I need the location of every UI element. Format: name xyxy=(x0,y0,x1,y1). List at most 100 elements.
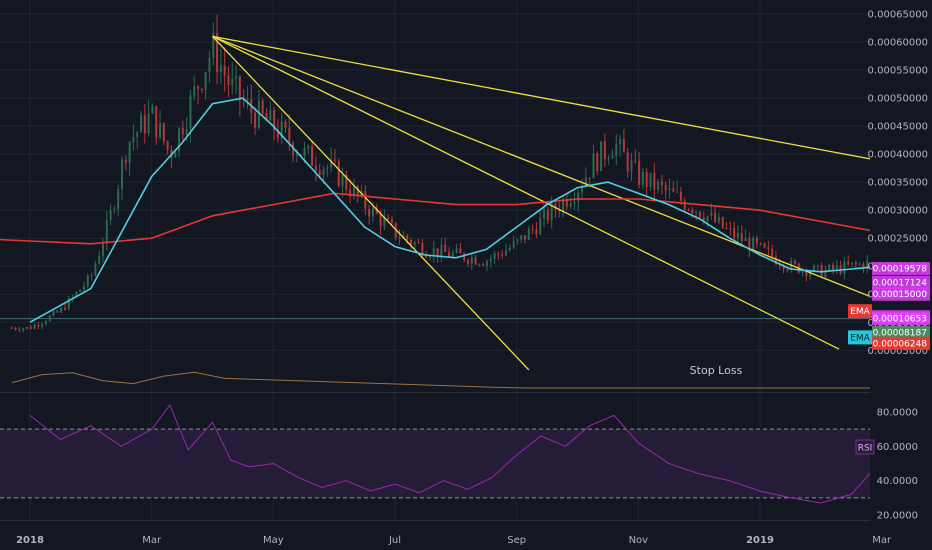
candle-body xyxy=(82,285,85,290)
candle-body xyxy=(702,217,705,222)
candle-body xyxy=(478,264,481,266)
candle-body xyxy=(390,219,393,223)
candle-body xyxy=(33,324,36,330)
candle-body xyxy=(645,171,648,188)
candle-body xyxy=(835,265,838,270)
candle-body xyxy=(847,261,850,265)
candle-body xyxy=(227,75,230,85)
candle-body xyxy=(124,159,127,163)
candle-body xyxy=(603,141,606,159)
candle-body xyxy=(14,327,17,330)
candle-body xyxy=(387,218,390,220)
rsi-tag xyxy=(855,439,875,455)
indicator-tag-1 xyxy=(848,330,872,345)
candle-body xyxy=(151,106,154,114)
trendline-3[interactable] xyxy=(212,35,840,350)
candle-body xyxy=(805,269,808,276)
candle-body xyxy=(698,211,701,218)
candle-body xyxy=(565,199,568,207)
time-tick-label: Nov xyxy=(629,535,649,546)
candle-body xyxy=(428,256,431,258)
price-tag-label: 0.00015000 xyxy=(873,290,928,300)
candle-body xyxy=(174,151,177,158)
time-tick-label: May xyxy=(263,535,284,546)
candle-body xyxy=(413,242,416,245)
candle-body xyxy=(178,128,181,152)
candle-body xyxy=(562,199,565,212)
candle-body xyxy=(801,269,804,273)
price-tick-label: 0.00060000 xyxy=(868,38,928,49)
candle-body xyxy=(307,145,310,149)
candle-body xyxy=(345,174,348,190)
candle-body xyxy=(588,177,591,179)
candle-body xyxy=(128,141,131,163)
rsi-axis[interactable]: 20.0000 40.0000 60.0000 80.0000 RSI xyxy=(855,408,918,522)
candle-body xyxy=(653,172,656,190)
candle-body xyxy=(611,155,614,159)
trendline-4[interactable] xyxy=(212,35,530,371)
candle-body xyxy=(535,229,538,235)
candle-body xyxy=(482,264,485,266)
candle-body xyxy=(501,254,504,256)
candle-body xyxy=(212,33,215,58)
candle-body xyxy=(695,211,698,214)
candle-body xyxy=(204,72,207,90)
trendline-2[interactable] xyxy=(212,35,932,355)
candle-body xyxy=(866,260,869,269)
candle-body xyxy=(288,127,291,144)
price-tick-label: 0.00040000 xyxy=(868,150,928,161)
rsi-panel xyxy=(29,404,932,504)
candle-body xyxy=(706,216,709,222)
candle-body xyxy=(223,65,226,76)
candle-body xyxy=(539,218,542,235)
time-axis[interactable]: 2018MarMayJulSepNov2019MarMayJul xyxy=(0,520,932,547)
candle-body xyxy=(660,181,663,185)
price-tick-label: 0.00035000 xyxy=(868,178,928,189)
candle-body xyxy=(71,296,74,299)
rsi-tick-label: 60.0000 xyxy=(877,442,918,453)
candle-body xyxy=(596,153,599,172)
candle-body xyxy=(121,159,124,189)
candle-body xyxy=(269,109,272,121)
candle-body xyxy=(744,238,747,242)
rsi-band xyxy=(0,428,870,499)
candle-body xyxy=(337,160,340,187)
candle-body xyxy=(90,275,93,277)
candle-body xyxy=(254,112,257,128)
candle-body xyxy=(854,262,857,265)
candle-body xyxy=(440,244,443,257)
indicator-tag-label: EMA xyxy=(850,307,870,317)
price-tag-5 xyxy=(872,325,930,339)
candle-body xyxy=(767,247,770,249)
candle-body xyxy=(584,177,587,187)
candle-body xyxy=(398,237,401,239)
candle-body xyxy=(622,139,625,153)
candle-body xyxy=(25,326,28,329)
candle-body xyxy=(493,253,496,259)
candlestick-series xyxy=(10,14,932,333)
candle-body xyxy=(280,121,283,139)
candle-body xyxy=(185,128,188,135)
candle-body xyxy=(729,227,732,229)
rsi-tick-label: 40.0000 xyxy=(877,476,918,487)
candle-body xyxy=(63,307,66,310)
candle-body xyxy=(261,100,264,114)
price-tick-label: 0.00005000 xyxy=(868,346,928,357)
candle-body xyxy=(581,186,584,193)
candle-body xyxy=(409,239,412,245)
price-tag-label: 0.00017124 xyxy=(873,278,928,288)
candle-body xyxy=(200,89,203,91)
candle-body xyxy=(364,191,367,209)
candle-body xyxy=(451,252,454,257)
candle-body xyxy=(292,143,295,156)
candle-body xyxy=(322,169,325,176)
candle-body xyxy=(155,106,158,138)
candle-body xyxy=(41,323,44,327)
candle-body xyxy=(105,219,108,244)
candle-body xyxy=(238,76,241,101)
candle-body xyxy=(546,209,549,221)
candle-body xyxy=(246,99,249,101)
candle-body xyxy=(371,207,374,217)
candle-body xyxy=(664,184,667,191)
